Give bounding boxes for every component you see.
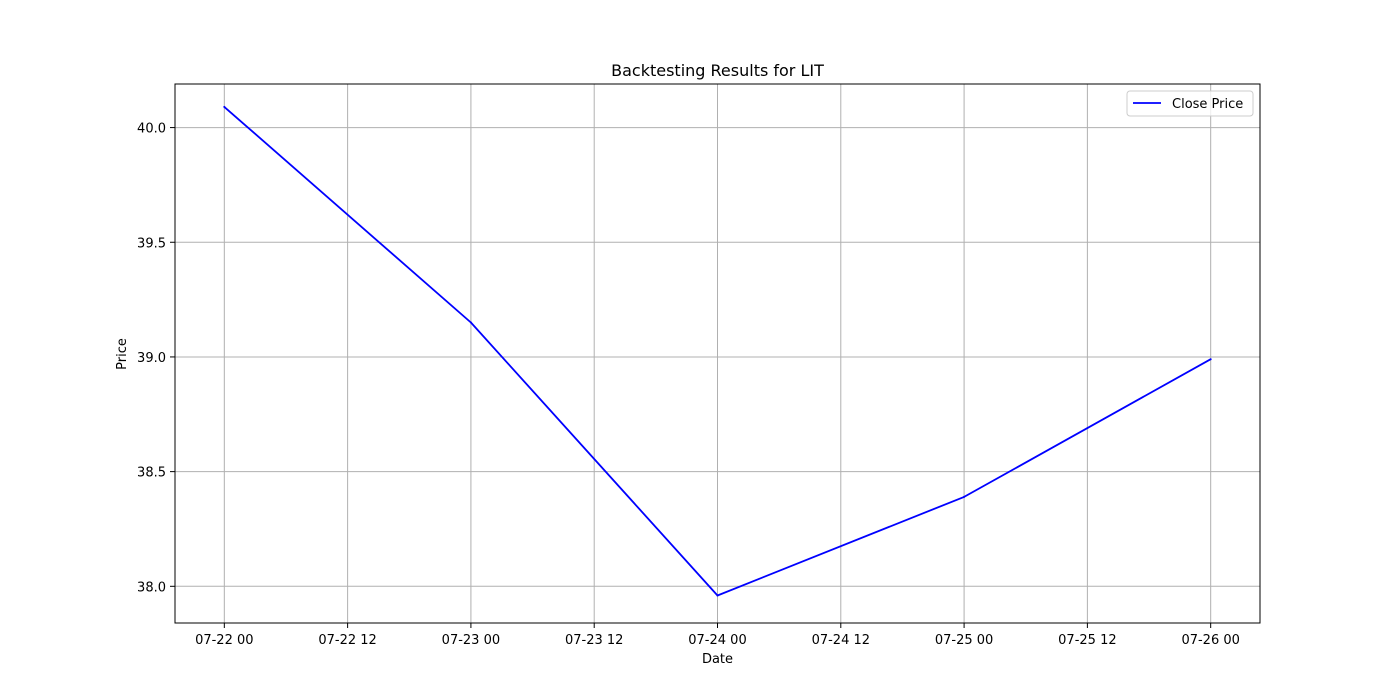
y-axis-ticks: 38.0 38.5 39.0 39.5 40.0 <box>137 122 175 595</box>
grid <box>175 84 1260 623</box>
x-tick-label: 07-24 00 <box>688 633 746 648</box>
y-axis-label: Price <box>115 338 130 370</box>
data-point <box>716 594 719 597</box>
x-tick-label: 07-23 12 <box>565 633 623 648</box>
legend-label-close-price: Close Price <box>1172 97 1243 112</box>
legend: Close Price <box>1126 90 1254 117</box>
y-tick-label: 39.0 <box>137 351 166 366</box>
data-point <box>963 495 966 498</box>
x-tick-label: 07-25 12 <box>1058 633 1116 648</box>
x-tick-label: 07-22 12 <box>318 633 376 648</box>
data-point <box>469 321 472 324</box>
y-tick-label: 38.5 <box>137 466 166 481</box>
y-tick-label: 39.5 <box>137 236 166 251</box>
data-point <box>223 105 226 108</box>
x-tick-label: 07-22 00 <box>195 633 253 648</box>
y-tick-label: 40.0 <box>137 122 166 137</box>
chart-title: Backtesting Results for LIT <box>611 61 824 80</box>
x-axis-label: Date <box>702 652 733 667</box>
x-tick-label: 07-24 12 <box>812 633 870 648</box>
x-tick-label: 07-26 00 <box>1181 633 1239 648</box>
legend-box <box>1126 90 1254 117</box>
x-tick-label: 07-25 00 <box>935 633 993 648</box>
x-tick-label: 07-23 00 <box>442 633 500 648</box>
y-tick-label: 38.0 <box>137 580 166 595</box>
data-point <box>1209 358 1212 361</box>
series-layer <box>223 105 1212 597</box>
x-axis-ticks: 07-22 00 07-22 12 07-23 00 07-23 12 07-24 00… <box>195 623 1240 648</box>
